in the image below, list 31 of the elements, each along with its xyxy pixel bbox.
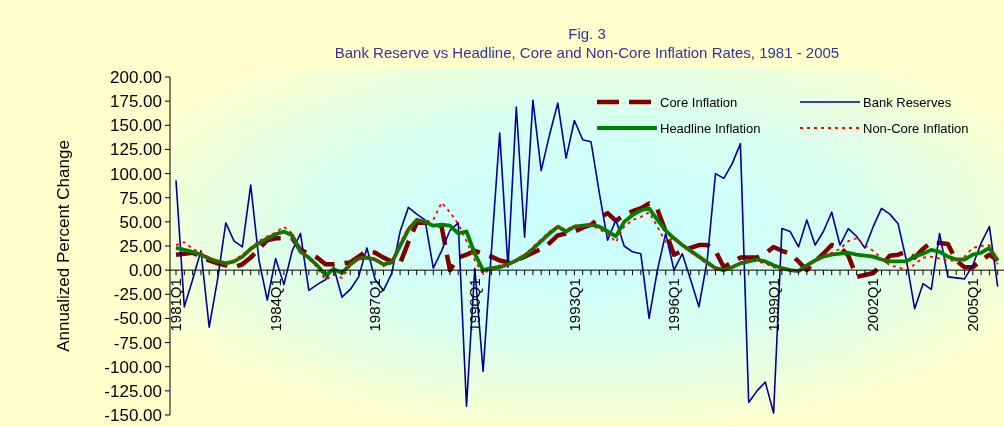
y-tick-label: 150.00 xyxy=(110,116,162,136)
y-tick-label: -125.00 xyxy=(104,381,162,401)
x-tick-label: 2005Q1 xyxy=(964,278,982,332)
y-tick-label: 25.00 xyxy=(119,236,162,256)
x-tick-label: 1996Q1 xyxy=(665,278,683,332)
chart-subtitle: Bank Reserve vs Headline, Core and Non-Core Inflation Rates, 1981 - 2005 xyxy=(334,44,840,61)
y-tick-label: -50.00 xyxy=(113,309,162,329)
x-tick-label: 1993Q1 xyxy=(565,278,583,332)
x-tick-label: 1990Q1 xyxy=(466,278,484,332)
y-tick-label: 200.00 xyxy=(110,67,162,87)
x-tick-label: 1984Q1 xyxy=(266,278,284,332)
x-tick-label: 1987Q1 xyxy=(366,278,384,332)
legend-label: Core Inflation xyxy=(660,94,738,110)
y-tick-label: -100.00 xyxy=(104,357,162,377)
y-tick-label: 0.00 xyxy=(128,261,162,281)
y-tick-label: 50.00 xyxy=(119,212,162,232)
y-tick-label: 125.00 xyxy=(110,140,162,160)
y-tick-label: -75.00 xyxy=(113,333,162,353)
x-tick-label: 1981Q1 xyxy=(167,278,185,332)
y-tick-label: -25.00 xyxy=(113,285,162,305)
legend-label: Bank Reserves xyxy=(863,94,952,110)
x-tick-label: 2002Q1 xyxy=(864,278,882,332)
x-tick-label: 1999Q1 xyxy=(764,278,782,332)
y-tick-label: 75.00 xyxy=(119,188,162,208)
chart-title: Fig. 3 xyxy=(568,25,606,42)
legend-label: Non-Core Inflation xyxy=(863,120,969,136)
y-tick-label: 175.00 xyxy=(110,92,162,112)
legend-label: Headline Inflation xyxy=(660,120,761,136)
y-tick-label: 100.00 xyxy=(110,164,162,184)
y-tick-label: -150.00 xyxy=(104,405,162,425)
y-axis-title: Annualized Percent Change xyxy=(54,140,73,352)
